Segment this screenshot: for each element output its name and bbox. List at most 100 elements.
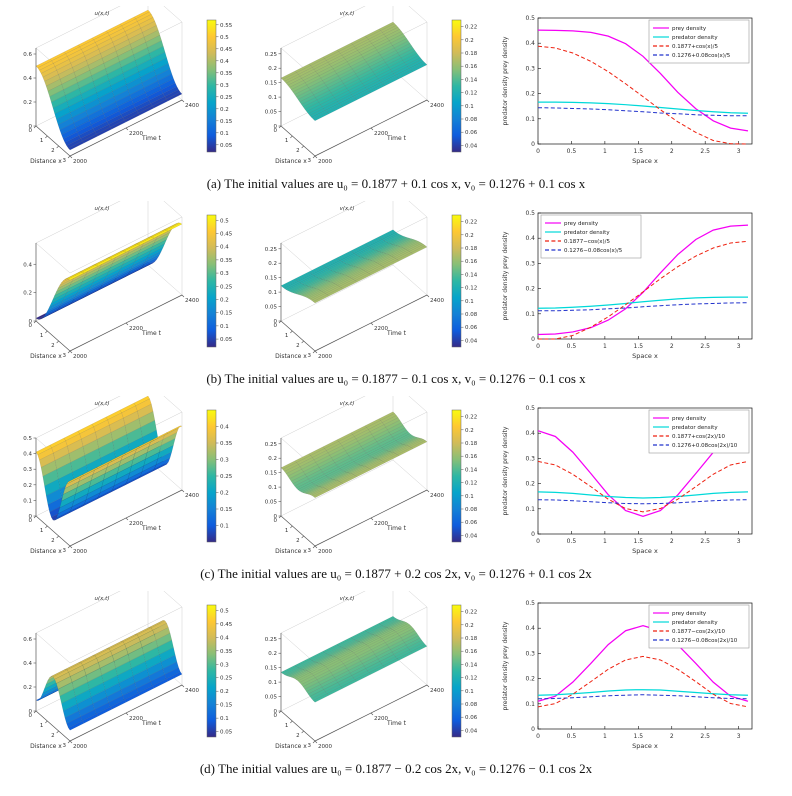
svg-text:0.6: 0.6 [23,52,32,58]
svg-text:Space x: Space x [632,742,658,750]
svg-text:0: 0 [274,518,278,524]
svg-text:0.1: 0.1 [465,689,474,695]
svg-text:Distance x: Distance x [275,353,307,360]
svg-text:0.22: 0.22 [465,610,477,616]
caption-c: (c) The initial values are u₀ = 0.1877 +… [200,566,592,581]
svg-text:0.15: 0.15 [220,119,233,125]
svg-text:0.55: 0.55 [220,23,233,29]
svg-text:0: 0 [29,124,33,130]
svg-text:u(x,t): u(x,t) [95,206,110,212]
svg-text:0.3: 0.3 [220,83,229,89]
svg-text:2200: 2200 [374,521,388,527]
svg-text:0.06: 0.06 [465,715,478,721]
svg-text:0: 0 [274,709,278,715]
svg-text:0.35: 0.35 [220,71,233,77]
svg-text:0.4: 0.4 [525,235,535,242]
svg-text:2400: 2400 [185,493,199,499]
svg-text:Time t: Time t [386,135,407,142]
svg-text:0.1877+cos(2x)/10: 0.1877+cos(2x)/10 [672,434,726,440]
svg-text:0.5: 0.5 [525,15,535,22]
panel-u-c: 0 0.1 0.2 0.3 0.4 0.5 0 1 2 3 2000 2200 2400 Distance… [6,396,251,564]
svg-text:Distance x: Distance x [30,548,62,555]
svg-text:0.25: 0.25 [220,284,233,290]
svg-text:1: 1 [40,333,44,339]
svg-text:0.1: 0.1 [220,716,229,722]
svg-text:predator density: predator density [672,620,718,626]
svg-text:0.04: 0.04 [465,533,478,539]
svg-text:0.25: 0.25 [220,474,233,480]
svg-text:0.1877−cos(2x)/10: 0.1877−cos(2x)/10 [672,629,726,635]
svg-text:3: 3 [63,548,67,554]
svg-text:0: 0 [531,726,535,733]
svg-text:0.05: 0.05 [220,730,233,736]
svg-text:Space x: Space x [632,547,658,555]
svg-text:predator density prey density: predator density prey density [502,621,509,710]
svg-text:0.4: 0.4 [23,76,32,82]
svg-text:3: 3 [737,148,741,155]
svg-text:0.5: 0.5 [525,405,535,412]
svg-text:0.3: 0.3 [525,65,535,72]
svg-text:2: 2 [670,343,674,350]
svg-text:0.16: 0.16 [465,454,478,460]
svg-text:0.12: 0.12 [465,481,477,487]
svg-text:0.05: 0.05 [265,110,278,116]
svg-text:0.06: 0.06 [465,325,478,331]
svg-text:1: 1 [603,733,607,740]
svg-text:3: 3 [308,548,312,554]
svg-text:0.6: 0.6 [23,637,32,643]
svg-text:0.2: 0.2 [23,291,32,297]
svg-text:0.4: 0.4 [220,635,229,641]
svg-text:0.5: 0.5 [23,436,32,442]
svg-text:0.16: 0.16 [465,259,478,265]
svg-text:0.35: 0.35 [220,258,233,264]
u-surface-plot-a: 0 0.2 0.4 0.6 0 1 2 3 2000 2200 2400 Distance x Time… [23,6,233,165]
svg-text:3: 3 [308,158,312,164]
svg-text:2: 2 [670,148,674,155]
svg-text:1: 1 [40,528,44,534]
svg-text:0.2: 0.2 [268,261,277,267]
svg-text:0.4: 0.4 [23,452,32,458]
svg-text:0.25: 0.25 [220,95,233,101]
panel-line-b: 0 0.5 1 1.5 2 2.5 3 0 0.1 0.2 0.3 0.4 0.5 Space x pred… [496,201,786,369]
svg-text:Distance x: Distance x [275,548,307,555]
caption-b: (b) The initial values are u₀ = 0.1877 −… [206,371,586,386]
svg-text:0.04: 0.04 [465,338,478,344]
svg-text:predator density prey density: predator density prey density [502,36,509,125]
svg-text:0.2: 0.2 [220,297,229,303]
svg-text:2000: 2000 [318,744,332,750]
svg-text:0.2: 0.2 [220,107,229,113]
svg-text:2400: 2400 [430,493,444,499]
svg-text:2400: 2400 [430,298,444,304]
svg-text:0.45: 0.45 [220,47,233,53]
svg-text:3: 3 [63,158,67,164]
figure: 0 0.2 0.4 0.6 0 1 2 3 2000 2200 2400 Distance x Time… [0,6,792,776]
svg-text:1: 1 [285,138,289,144]
svg-text:0.05: 0.05 [265,695,278,701]
svg-text:0.2: 0.2 [525,91,535,98]
svg-text:2: 2 [670,538,674,545]
svg-text:0.5: 0.5 [220,218,229,224]
svg-text:0: 0 [531,141,535,148]
panel-line-a: 0 0.5 1 1.5 2 2.5 3 0 0.1 0.2 0.3 0.4 0.5 Space x pred… [496,6,786,174]
svg-text:0.1877−cos(x)/5: 0.1877−cos(x)/5 [564,239,611,245]
svg-text:0.3: 0.3 [525,260,535,267]
svg-text:0.1: 0.1 [268,680,277,686]
svg-text:0: 0 [531,531,535,538]
svg-text:0: 0 [29,514,33,520]
svg-text:0.5: 0.5 [220,35,229,41]
v-surface-plot-a: 0 0.05 0.1 0.15 0.2 0.25 0 1 2 3 2000 2200 2400 Dista… [265,6,478,165]
svg-text:3: 3 [737,733,741,740]
svg-text:Time t: Time t [141,720,162,727]
svg-text:2400: 2400 [185,688,199,694]
svg-text:0.15: 0.15 [265,471,278,477]
svg-text:2200: 2200 [129,521,143,527]
svg-text:1: 1 [603,148,607,155]
svg-text:0.16: 0.16 [465,64,478,70]
svg-text:Space x: Space x [632,352,658,360]
svg-text:0: 0 [274,323,278,329]
svg-text:0.1: 0.1 [220,131,229,137]
svg-text:0.5: 0.5 [220,608,229,614]
svg-text:Distance x: Distance x [30,158,62,165]
svg-text:0.35: 0.35 [220,649,233,655]
